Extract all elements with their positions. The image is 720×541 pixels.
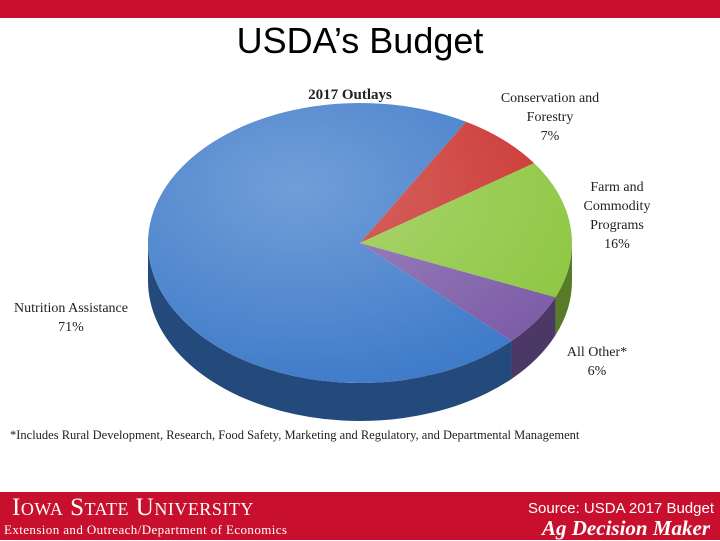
pie-labels: Conservation and Forestry 7% Farm and Commod… [14, 91, 650, 379]
slice-name-line: Commodity [584, 199, 651, 214]
slice-label-3: Nutrition Assistance 71% [14, 301, 128, 335]
pie-depth [148, 243, 572, 422]
department-text: Extension and Outreach/Department of Eco… [4, 522, 288, 537]
slice-name-line: Conservation and [501, 91, 599, 106]
pie-gloss [148, 103, 572, 383]
brand-logo: Ag Decision Maker [542, 516, 710, 540]
slice-name-line: Forestry [527, 110, 574, 125]
slice-label-1: Farm and Commodity Programs 16% [584, 180, 651, 252]
slice-label-0: Conservation and Forestry 7% [501, 91, 599, 144]
slice-value-label: 6% [588, 364, 607, 379]
pie-depth-3-0 [148, 243, 512, 422]
footer-bar: Iowa State University Extension and Outr… [0, 492, 720, 540]
pie-chart: 2017 Outlays Conservation and Forestry 7% F… [14, 87, 650, 422]
pie-depth-1-0 [555, 243, 572, 336]
source-text: Source: USDA 2017 Budget [528, 500, 714, 517]
slice-name-line: Programs [590, 218, 644, 233]
slice-name-line: Nutrition Assistance [14, 301, 128, 316]
slide-title: USDA’s Budget [236, 20, 484, 61]
footnote: *Includes Rural Development, Research, F… [10, 428, 580, 442]
slice-name-line: All Other* [567, 345, 627, 360]
slice-label-2: All Other* 6% [567, 345, 627, 379]
slice-value-label: 71% [58, 320, 84, 335]
pie-depth-2-0 [511, 297, 556, 379]
university-logo: Iowa State University [12, 494, 254, 521]
chart-title: 2017 Outlays [308, 87, 392, 103]
slice-value-label: 16% [604, 237, 630, 252]
top-bar [0, 0, 720, 18]
slice-name-line: Farm and [590, 180, 643, 195]
slice-value-label: 7% [541, 129, 560, 144]
pie-top [148, 103, 572, 384]
